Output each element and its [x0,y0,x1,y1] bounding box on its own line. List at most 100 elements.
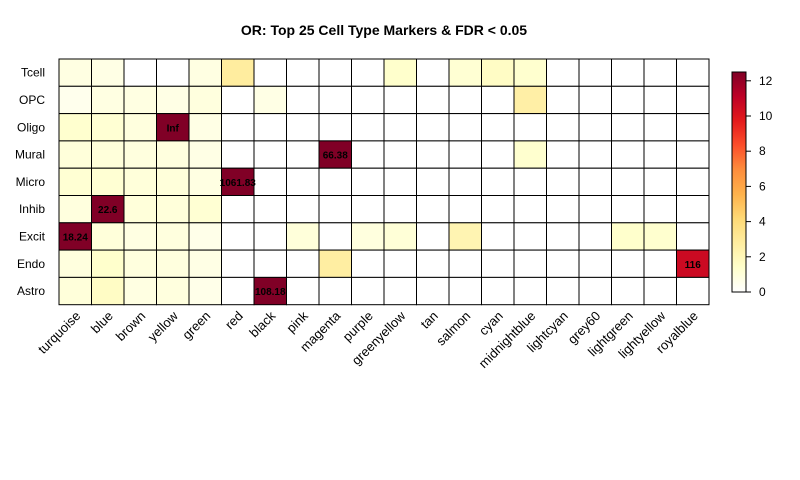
row-label-mural: Mural [15,148,45,162]
cell-endo-pink [286,249,320,278]
cell-mural-purple [351,140,385,169]
legend-tick-label-12: 12 [759,74,773,88]
row-label-tcell: Tcell [21,66,45,80]
cell-astro-midnightblue [513,276,547,306]
cell-astro-cyan [481,276,515,306]
cell-oligo-yellow [156,113,190,142]
cell-label-micro-red: 1061.83 [220,178,257,189]
cell-oligo-turquoise [58,113,92,142]
cell-tcell-yellow [156,58,190,87]
cell-mural-pink [286,140,320,169]
cell-opc-yellow [156,85,190,115]
cell-endo-greenyellow [383,249,417,278]
cell-label-endo-royalblue: 116 [685,260,702,271]
cell-excit-yellow [156,222,190,251]
cell-tcell-black [253,58,287,87]
cell-endo-lightyellow [643,249,677,278]
cell-oligo-blue [91,113,125,142]
cell-inhib-green [188,195,222,224]
row-label-endo: Endo [17,257,45,271]
cell-excit-purple [351,222,385,251]
cell-label-mural-magenta: 66.38 [323,151,348,162]
cell-micro-lightgreen [611,167,645,196]
cell-micro-midnightblue [513,167,547,196]
row-label-excit: Excit [19,229,46,243]
cell-endo-midnightblue [513,249,547,278]
cell-mural-black [253,140,287,169]
legend-tick-label-2: 2 [759,250,766,264]
cell-inhib-salmon [448,195,482,224]
cell-inhib-greenyellow [383,195,417,224]
cell-opc-black [253,85,287,115]
cell-tcell-cyan [481,58,515,87]
row-label-opc: OPC [19,93,45,107]
column-label-red: red [222,308,246,332]
cell-inhib-lightcyan [546,195,580,224]
cell-micro-greenyellow [383,167,417,196]
cell-mural-greenyellow [383,140,417,169]
cell-label-excit-turquoise: 18.24 [63,232,88,243]
cell-excit-grey60 [578,222,612,251]
cell-mural-grey60 [578,140,612,169]
cell-opc-lightcyan [546,85,580,115]
cell-oligo-royalblue [676,113,710,142]
cell-inhib-midnightblue [513,195,547,224]
cell-mural-lightcyan [546,140,580,169]
cell-excit-red [221,222,255,251]
column-label-green: green [179,308,213,342]
cell-micro-lightyellow [643,167,677,196]
cell-tcell-brown [123,58,157,87]
cell-tcell-green [188,58,222,87]
cell-excit-tan [416,222,450,251]
color-scale-legend: 0 2 4 6 8 10 12 [731,71,773,299]
cell-oligo-lightgreen [611,113,645,142]
cell-tcell-salmon [448,58,482,87]
cell-excit-green [188,222,222,251]
column-label-tan: tan [417,308,440,331]
cell-label-astro-black: 108.18 [255,287,286,298]
cell-mural-salmon [448,140,482,169]
cell-astro-purple [351,276,385,306]
color-scale-ticks: 0 2 4 6 8 10 12 [746,74,773,299]
cell-excit-blue [91,222,125,251]
cell-tcell-turquoise [58,58,92,87]
cell-tcell-lightgreen [611,58,645,87]
cell-astro-tan [416,276,450,306]
cell-endo-black [253,249,287,278]
cell-opc-red [221,85,255,115]
cell-micro-blue [91,167,125,196]
cell-mural-lightyellow [643,140,677,169]
cell-endo-purple [351,249,385,278]
cell-tcell-magenta [318,58,352,87]
cell-oligo-black [253,113,287,142]
cell-opc-grey60 [578,85,612,115]
cell-opc-greenyellow [383,85,417,115]
cell-mural-yellow [156,140,190,169]
cell-tcell-royalblue [676,58,710,87]
cell-astro-brown [123,276,157,306]
cell-excit-black [253,222,287,251]
cell-astro-blue [91,276,125,306]
cell-micro-black [253,167,287,196]
cell-astro-greenyellow [383,276,417,306]
cell-endo-yellow [156,249,190,278]
cell-micro-yellow [156,167,190,196]
cell-inhib-pink [286,195,320,224]
cell-micro-purple [351,167,385,196]
cell-micro-tan [416,167,450,196]
cell-opc-lightgreen [611,85,645,115]
cell-mural-red [221,140,255,169]
cell-excit-midnightblue [513,222,547,251]
cell-opc-pink [286,85,320,115]
cell-micro-salmon [448,167,482,196]
cell-oligo-pink [286,113,320,142]
cell-mural-midnightblue [513,140,547,169]
cell-inhib-purple [351,195,385,224]
cell-tcell-midnightblue [513,58,547,87]
column-label-turquoise: turquoise [35,308,83,356]
cell-inhib-red [221,195,255,224]
cell-astro-red [221,276,255,306]
column-label-black: black [246,308,278,340]
cell-oligo-lightcyan [546,113,580,142]
